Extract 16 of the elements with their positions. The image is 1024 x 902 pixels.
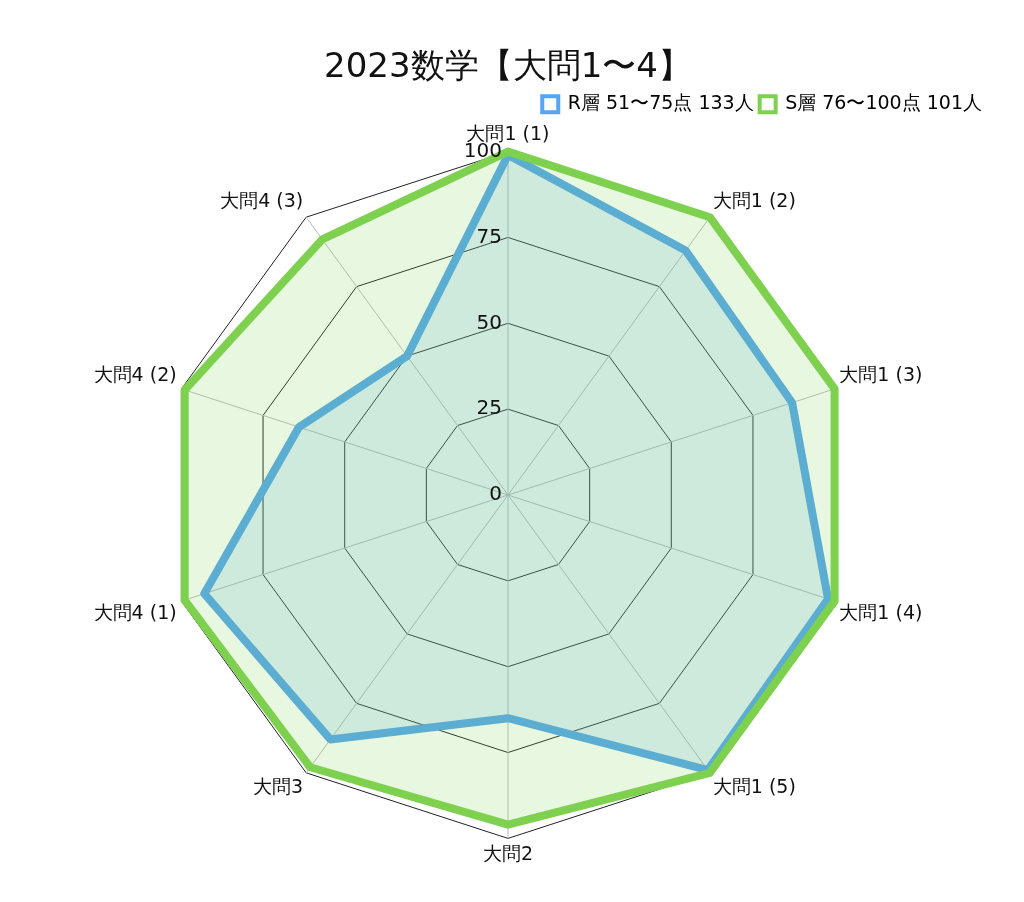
y-tick-label: 50	[476, 309, 502, 334]
spoke-label: 大問3	[253, 775, 304, 798]
spoke-label: 大問4 (3)	[220, 188, 304, 211]
spoke-label: 大問2	[482, 841, 534, 864]
legend-label: S層 76〜100点 101人	[785, 91, 983, 114]
y-tick-label: 0	[489, 481, 502, 506]
y-tick-label: 75	[476, 223, 502, 248]
y-tick-label: 25	[476, 395, 502, 420]
legend-label: R層 51〜75点 133人	[567, 91, 754, 114]
spoke-label: 大問1 (4)	[839, 601, 923, 623]
spoke-label: 大問1 (2)	[712, 188, 796, 211]
spoke-label: 大問4 (1)	[93, 601, 177, 623]
spoke-label: 大問1 (3)	[839, 362, 923, 385]
spoke-label: 大問1 (5)	[712, 775, 796, 798]
chart-title: 2023数学【大問1〜4】	[324, 45, 692, 86]
spoke-label: 大問4 (2)	[93, 362, 177, 385]
